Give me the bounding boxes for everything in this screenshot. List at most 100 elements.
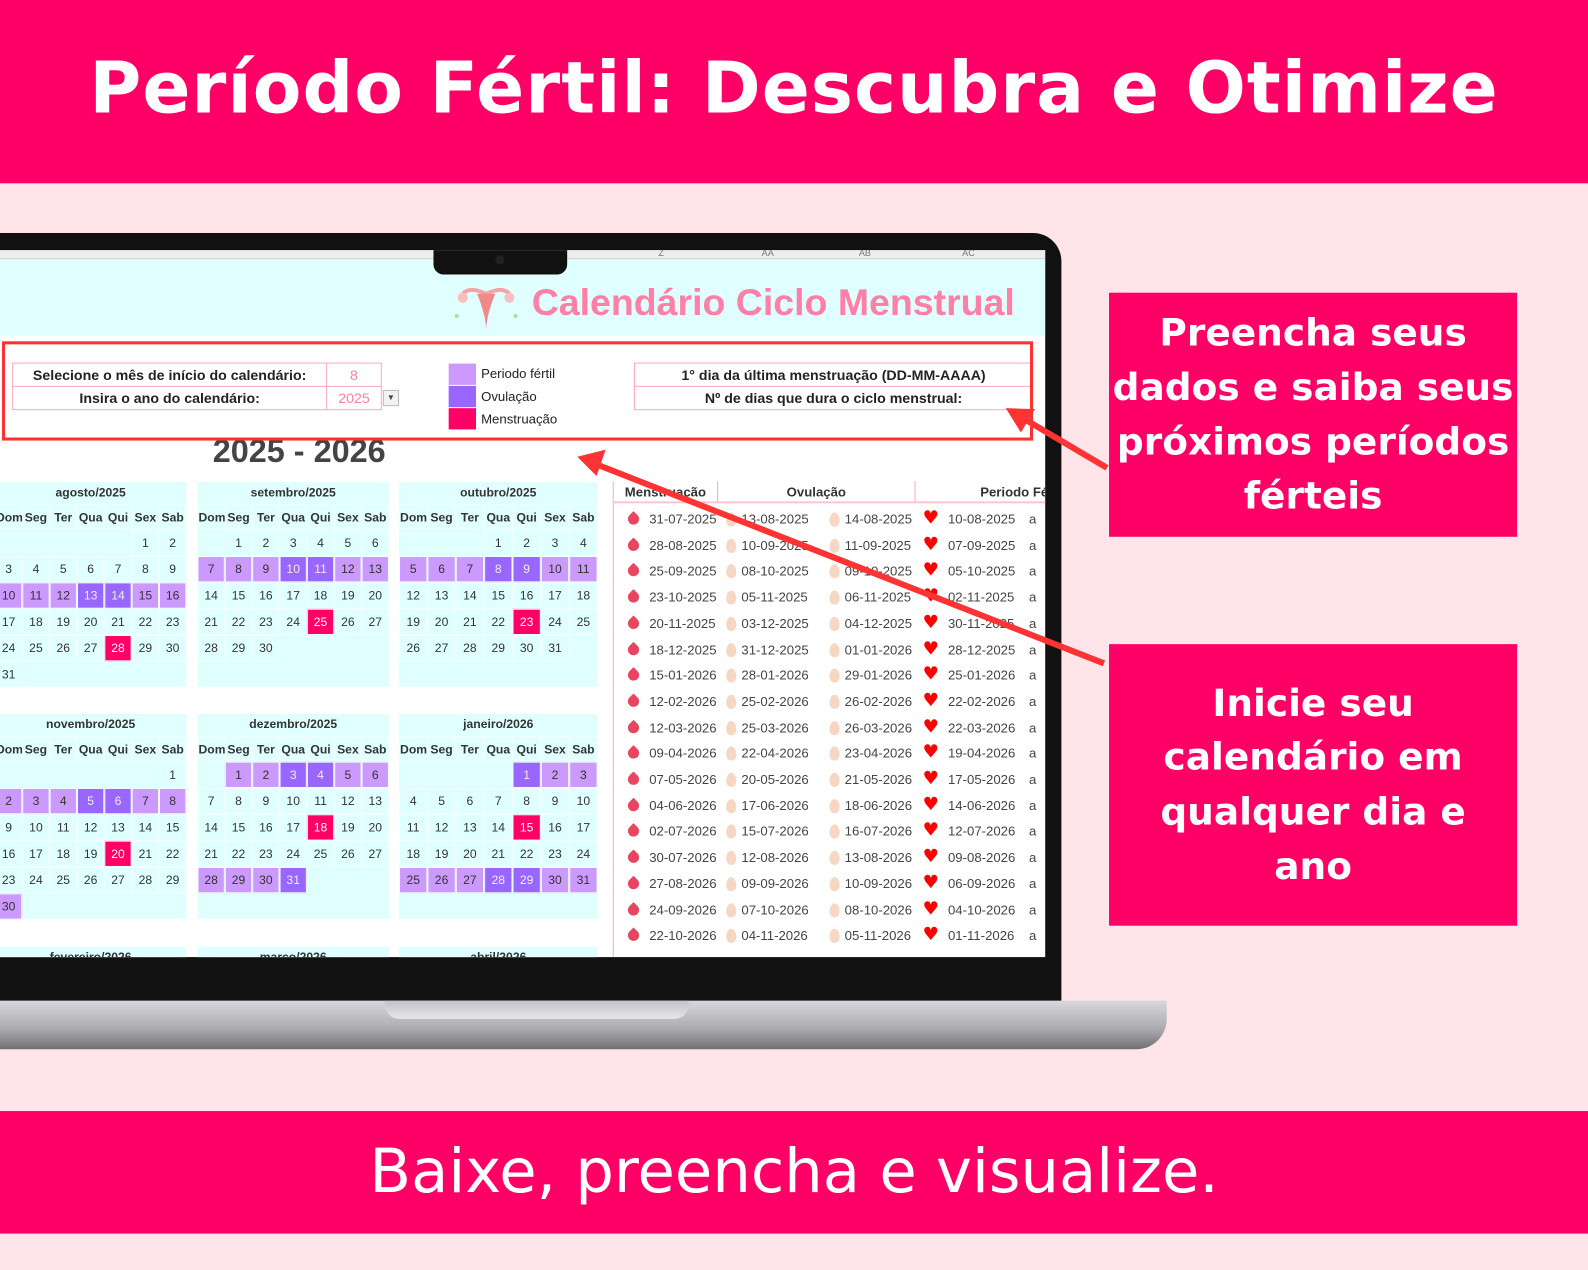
day-cell[interactable]: 8 (484, 556, 513, 583)
day-cell[interactable]: 21 (104, 608, 132, 636)
day-cell[interactable]: 22 (131, 608, 160, 636)
day-cell[interactable]: 22 (512, 840, 541, 867)
day-cell[interactable]: 28 (197, 866, 225, 894)
day-cell[interactable]: 30 (540, 866, 570, 894)
day-cell[interactable]: 11 (399, 814, 428, 841)
day-cell[interactable]: 26 (427, 866, 456, 894)
day-cell[interactable]: 25 (306, 608, 335, 636)
day-cell[interactable]: 31 (540, 635, 570, 662)
day-cell[interactable]: 15 (512, 814, 541, 841)
day-cell[interactable]: 16 (540, 814, 570, 841)
day-cell[interactable]: 5 (399, 556, 428, 583)
day-cell[interactable]: 28 (131, 866, 160, 894)
day-cell[interactable]: 27 (361, 840, 389, 867)
day-cell[interactable]: 5 (334, 529, 362, 557)
day-cell[interactable]: 18 (49, 840, 77, 867)
day-cell[interactable]: 17 (569, 814, 598, 841)
day-cell[interactable]: 10 (279, 556, 307, 583)
day-cell[interactable]: 12 (49, 582, 77, 609)
day-cell[interactable]: 14 (197, 814, 225, 841)
column-letter[interactable]: AC (962, 250, 975, 259)
day-cell[interactable]: 29 (224, 635, 253, 662)
day-cell[interactable]: 18 (306, 582, 335, 609)
day-cell[interactable]: 14 (131, 814, 160, 841)
day-cell[interactable]: 28 (484, 866, 513, 894)
day-cell[interactable]: 4 (49, 787, 77, 815)
day-cell[interactable]: 7 (197, 556, 225, 583)
day-cell[interactable]: 5 (49, 556, 77, 583)
day-cell[interactable]: 7 (131, 787, 160, 815)
day-cell[interactable]: 1 (224, 761, 253, 788)
day-cell[interactable]: 27 (361, 608, 389, 636)
day-cell[interactable]: 26 (334, 840, 362, 867)
day-cell[interactable]: 1 (484, 529, 513, 557)
day-cell[interactable]: 14 (455, 582, 485, 609)
day-cell[interactable]: 19 (334, 814, 362, 841)
day-cell[interactable]: 31 (569, 866, 598, 894)
day-cell[interactable]: 29 (224, 866, 253, 894)
day-cell[interactable]: 11 (569, 556, 598, 583)
cycle-length-label[interactable]: Nº de dias que dura o ciclo menstrual: (634, 385, 1034, 411)
day-cell[interactable]: 26 (399, 635, 428, 662)
day-cell[interactable]: 15 (484, 582, 513, 609)
day-cell[interactable]: 17 (279, 582, 307, 609)
day-cell[interactable]: 18 (569, 582, 598, 609)
day-cell[interactable]: 27 (104, 866, 132, 894)
day-cell[interactable]: 30 (0, 893, 23, 920)
day-cell[interactable]: 8 (224, 787, 253, 815)
day-cell[interactable]: 17 (279, 814, 307, 841)
day-cell[interactable]: 4 (399, 787, 428, 815)
day-cell[interactable]: 13 (361, 556, 389, 583)
day-cell[interactable]: 26 (76, 866, 105, 894)
day-cell[interactable]: 25 (22, 635, 50, 662)
day-cell[interactable]: 18 (22, 608, 50, 636)
day-cell[interactable]: 29 (159, 866, 187, 894)
day-cell[interactable]: 24 (569, 840, 598, 867)
day-cell[interactable]: 17 (22, 840, 50, 867)
day-cell[interactable]: 8 (512, 787, 541, 815)
day-cell[interactable]: 8 (224, 556, 253, 583)
day-cell[interactable]: 1 (159, 761, 187, 788)
day-cell[interactable]: 12 (427, 814, 456, 841)
day-cell[interactable]: 31 (0, 661, 23, 688)
day-cell[interactable]: 25 (306, 840, 335, 867)
day-cell[interactable]: 21 (455, 608, 485, 636)
day-cell[interactable]: 26 (334, 608, 362, 636)
day-cell[interactable]: 23 (159, 608, 187, 636)
day-cell[interactable]: 6 (455, 787, 485, 815)
day-cell[interactable]: 4 (22, 556, 50, 583)
day-cell[interactable]: 30 (159, 635, 187, 662)
day-cell[interactable]: 16 (159, 582, 187, 609)
day-cell[interactable]: 19 (49, 608, 77, 636)
day-cell[interactable]: 10 (569, 787, 598, 815)
day-cell[interactable]: 13 (427, 582, 456, 609)
day-cell[interactable]: 9 (0, 814, 23, 841)
day-cell[interactable]: 19 (427, 840, 456, 867)
day-cell[interactable]: 12 (334, 556, 362, 583)
day-cell[interactable]: 24 (279, 840, 307, 867)
day-cell[interactable]: 14 (104, 582, 132, 609)
day-cell[interactable]: 25 (49, 866, 77, 894)
day-cell[interactable]: 5 (427, 787, 456, 815)
day-cell[interactable]: 8 (159, 787, 187, 815)
day-cell[interactable]: 18 (306, 814, 335, 841)
day-cell[interactable]: 6 (427, 556, 456, 583)
day-cell[interactable]: 24 (22, 866, 50, 894)
day-cell[interactable]: 19 (76, 840, 105, 867)
day-cell[interactable]: 3 (279, 761, 307, 788)
day-cell[interactable]: 6 (361, 761, 389, 788)
day-cell[interactable]: 16 (512, 582, 541, 609)
day-cell[interactable]: 20 (427, 608, 456, 636)
day-cell[interactable]: 17 (0, 608, 23, 636)
day-cell[interactable]: 13 (76, 582, 105, 609)
day-cell[interactable]: 26 (49, 635, 77, 662)
day-cell[interactable]: 12 (334, 787, 362, 815)
day-cell[interactable]: 15 (159, 814, 187, 841)
day-cell[interactable]: 1 (131, 529, 160, 557)
day-cell[interactable]: 14 (484, 814, 513, 841)
day-cell[interactable]: 2 (540, 761, 570, 788)
column-letter[interactable]: AA (761, 250, 774, 259)
day-cell[interactable]: 24 (540, 608, 570, 636)
day-cell[interactable]: 27 (76, 635, 105, 662)
day-cell[interactable]: 5 (334, 761, 362, 788)
